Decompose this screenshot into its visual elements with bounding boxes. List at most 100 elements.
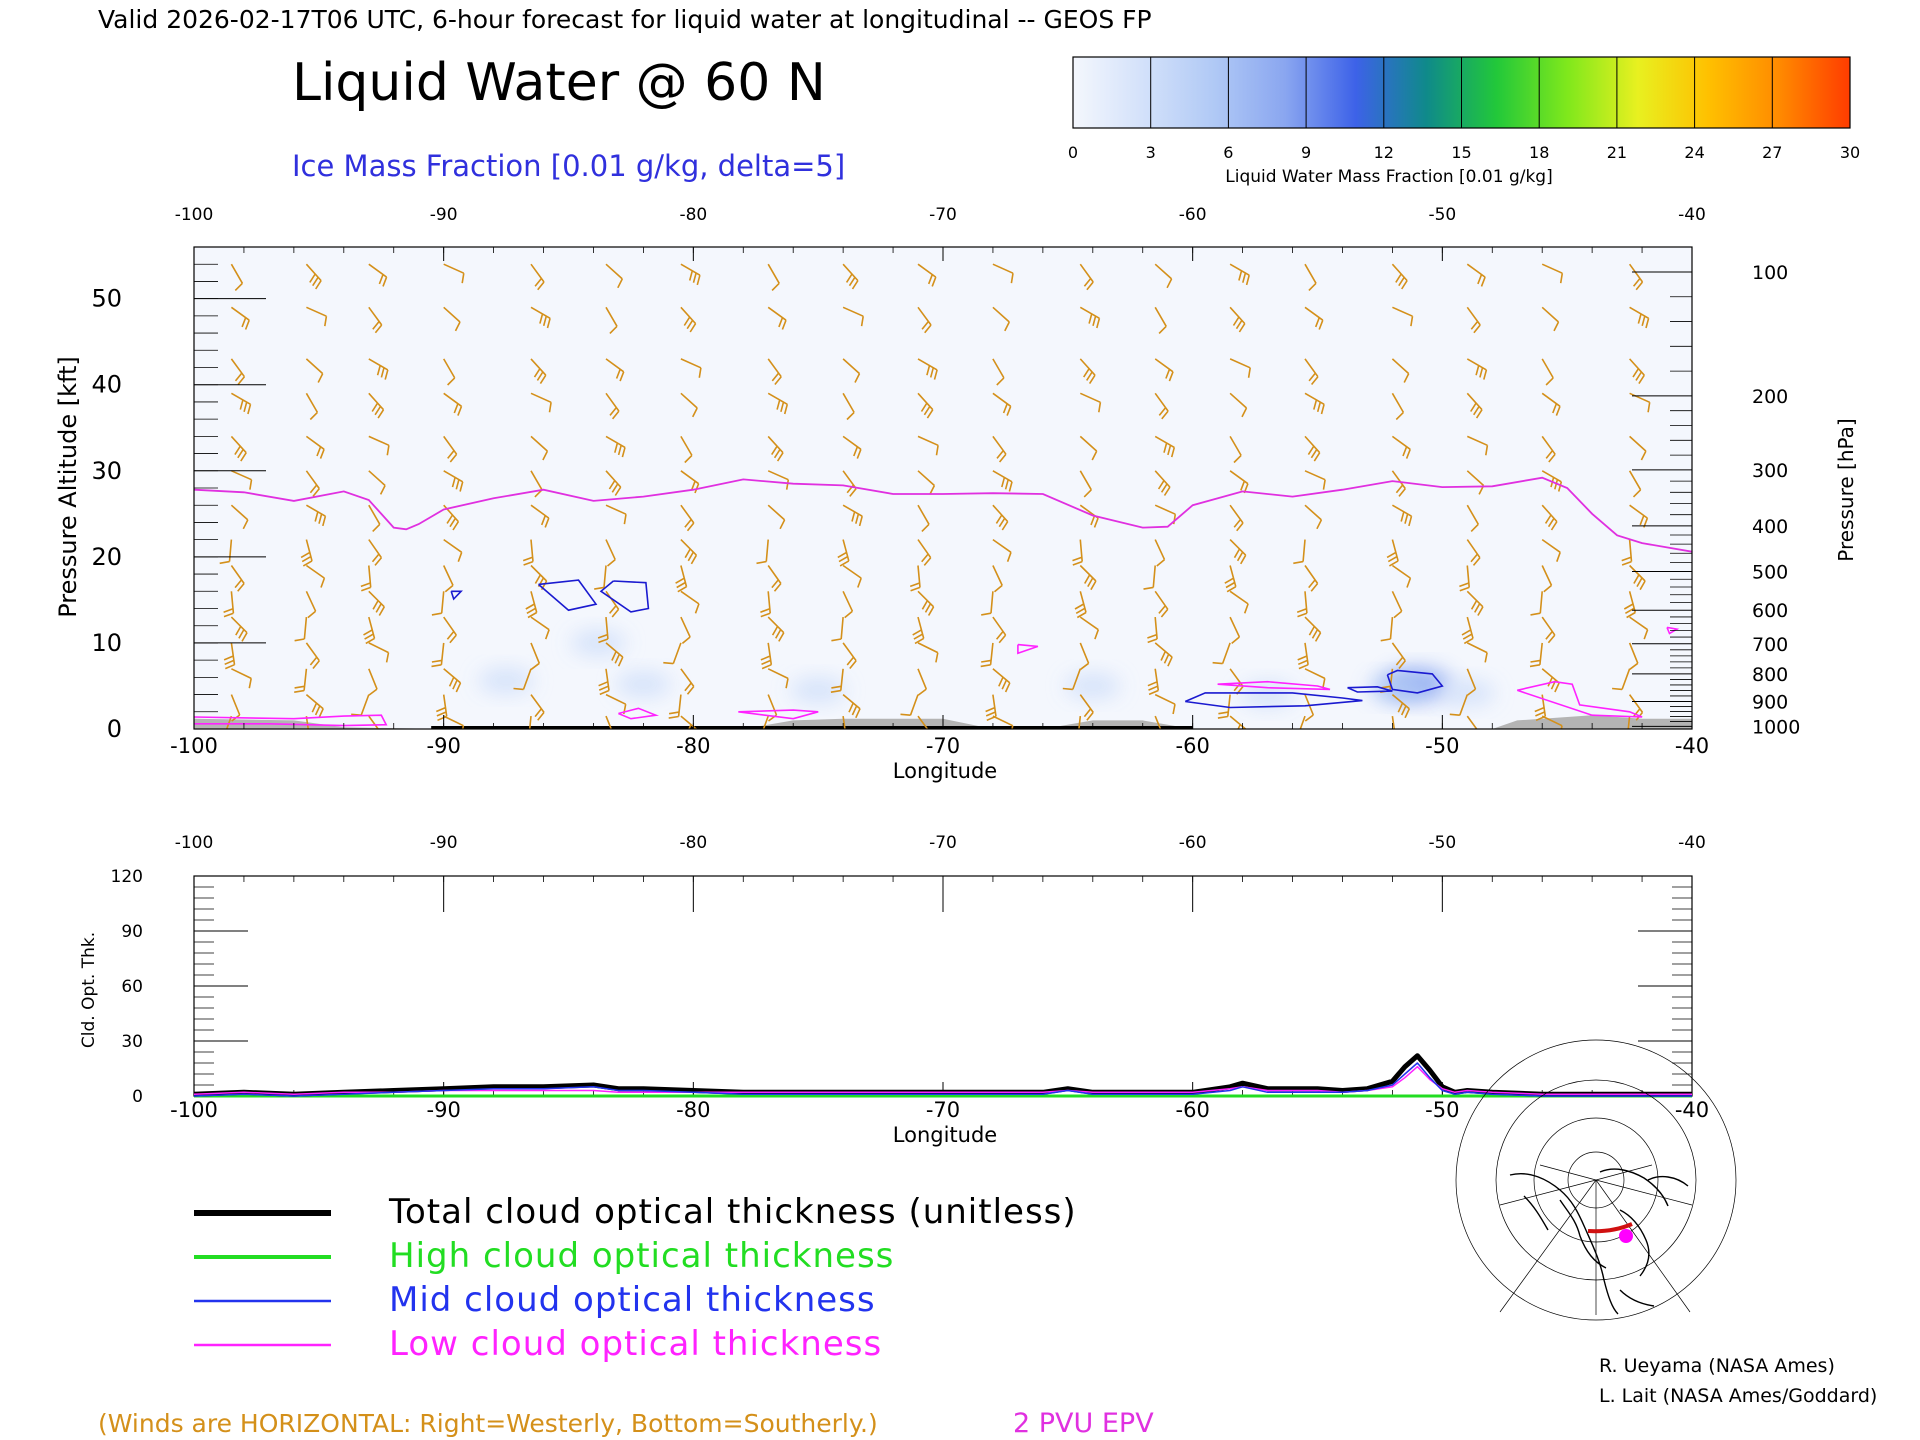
colorbar-tick-label: 6 bbox=[1223, 143, 1233, 162]
liquid-water-blob bbox=[570, 629, 627, 656]
wind-barb bbox=[305, 358, 324, 383]
wind-barb bbox=[837, 539, 850, 567]
wind-barb bbox=[917, 504, 930, 532]
wind-barb bbox=[594, 565, 607, 590]
wind-barb bbox=[680, 358, 702, 378]
wind-barb bbox=[530, 694, 545, 721]
wind-barb bbox=[513, 668, 532, 691]
wind-barb bbox=[530, 642, 541, 670]
wind-barb bbox=[1304, 435, 1321, 462]
wind-barb bbox=[767, 392, 789, 415]
wind-barb bbox=[1304, 504, 1323, 530]
wind-barb bbox=[443, 668, 462, 693]
wind-barb bbox=[1466, 435, 1489, 456]
wind-barb bbox=[368, 668, 378, 696]
credit-1: R. Ueyama (NASA Ames) bbox=[1599, 1355, 1835, 1377]
x-tick-label: -70 bbox=[926, 1098, 960, 1122]
wind-barb bbox=[842, 358, 861, 383]
wind-barb bbox=[760, 642, 773, 670]
inset-map bbox=[1455, 1039, 1737, 1321]
map-coastlines bbox=[1509, 1168, 1689, 1315]
x-tick-label-top: -60 bbox=[1179, 833, 1207, 853]
liquid-water-blob bbox=[1064, 672, 1121, 699]
wind-barb bbox=[1229, 504, 1244, 532]
colorbar-tick-label: 3 bbox=[1146, 143, 1156, 162]
wind-barb bbox=[1461, 616, 1474, 645]
wind-barb bbox=[1154, 590, 1169, 618]
ice-contour bbox=[1347, 685, 1393, 693]
wind-barb bbox=[1628, 642, 1639, 670]
wind-barb bbox=[219, 539, 233, 565]
wind-barb bbox=[1541, 435, 1556, 463]
wind-barb bbox=[1079, 392, 1102, 413]
wind-barb bbox=[530, 392, 552, 413]
wind-barb bbox=[230, 306, 250, 330]
wind-barb bbox=[1629, 564, 1646, 591]
series-line bbox=[193, 1062, 1692, 1097]
wind-barb bbox=[917, 358, 938, 380]
wind-barb bbox=[1212, 642, 1231, 665]
wind-barb bbox=[842, 306, 864, 327]
y-tick-label: 0 bbox=[132, 1087, 143, 1107]
wind-barb bbox=[443, 504, 460, 531]
wind-barb bbox=[912, 616, 925, 645]
wind-barb bbox=[522, 539, 534, 566]
wind-barb bbox=[917, 392, 934, 419]
credit-2: L. Lait (NASA Ames/Goddard) bbox=[1599, 1385, 1877, 1407]
chart-title: Liquid Water @ 60 N bbox=[292, 53, 826, 113]
wind-barb bbox=[230, 435, 247, 462]
wind-barb bbox=[1541, 358, 1554, 386]
wind-barb bbox=[842, 590, 854, 619]
wind-barb bbox=[675, 565, 688, 593]
wind-barb bbox=[530, 504, 550, 528]
wind-barb bbox=[305, 590, 317, 619]
wind-barb bbox=[368, 539, 383, 566]
wind-barb bbox=[1229, 590, 1249, 614]
liquid-water-blob bbox=[478, 667, 535, 694]
wind-barb bbox=[1541, 715, 1563, 729]
wind-barb bbox=[1466, 306, 1481, 334]
wind-barb bbox=[230, 504, 249, 530]
wind-barb bbox=[1541, 392, 1561, 416]
wind-barb bbox=[605, 306, 618, 334]
wind-barb bbox=[842, 263, 859, 290]
wind-barb bbox=[305, 504, 327, 527]
x-tick-label-top: -80 bbox=[679, 833, 707, 853]
wind-barb bbox=[1466, 715, 1478, 729]
wind-barb bbox=[1078, 716, 1082, 729]
x-tick-label-top: -50 bbox=[1428, 833, 1456, 853]
valid-line: Valid 2026-02-17T06 UTC, 6-hour forecast… bbox=[98, 5, 1152, 34]
x-tick-label-top: -70 bbox=[929, 833, 957, 853]
wind-barb bbox=[981, 591, 994, 616]
wind-barb bbox=[762, 715, 769, 729]
wind-barb bbox=[1391, 564, 1412, 588]
pressure-tick-label: 500 bbox=[1752, 561, 1788, 583]
wind-barb bbox=[1391, 263, 1408, 290]
wind-barb bbox=[1391, 470, 1406, 497]
x-tick-label: -40 bbox=[1675, 734, 1709, 758]
wind-barb bbox=[368, 504, 381, 532]
wind-barb bbox=[842, 715, 846, 729]
x-tick-label: -90 bbox=[427, 734, 461, 758]
wind-barb bbox=[1072, 539, 1083, 566]
colorbar-tick-label: 0 bbox=[1068, 143, 1078, 162]
x-tick-label-top: -60 bbox=[1179, 205, 1207, 225]
wind-barb bbox=[231, 470, 253, 490]
wind-barb bbox=[368, 435, 390, 456]
wind-barb bbox=[992, 616, 1007, 644]
wind-barb bbox=[1391, 642, 1406, 670]
wind-barb bbox=[1391, 590, 1403, 619]
wind-barb bbox=[1391, 435, 1411, 459]
wind-barb bbox=[1629, 392, 1651, 413]
wind-barb bbox=[1296, 591, 1308, 618]
wind-barb bbox=[1229, 715, 1247, 729]
yaxis-label-bottom: Cld. Opt. Thk. bbox=[79, 932, 99, 1048]
pressure-tick-label: 900 bbox=[1752, 691, 1788, 713]
wind-barb bbox=[605, 642, 624, 667]
wind-barb bbox=[305, 564, 326, 588]
wind-barb bbox=[1229, 539, 1247, 565]
y-tick-label: 30 bbox=[91, 457, 122, 485]
wind-barb bbox=[294, 668, 308, 693]
wind-barb bbox=[1391, 715, 1396, 729]
ice-contour bbox=[1184, 692, 1363, 709]
